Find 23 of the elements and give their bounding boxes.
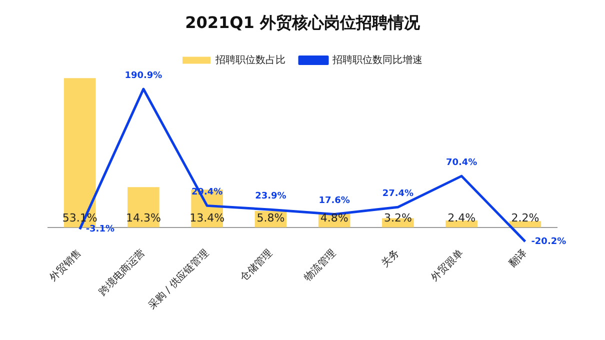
data-label: 3.2% — [384, 212, 412, 225]
x-tick-label: 仓储管理 — [238, 246, 275, 284]
x-tick-label: 翻译 — [506, 246, 530, 270]
data-label: 190.9% — [124, 70, 162, 81]
data-label: 4.8% — [320, 212, 348, 225]
data-label: 2.2% — [511, 212, 540, 225]
chart-title: 2021Q1 外贸核心岗位招聘情况 — [185, 12, 421, 32]
data-label: 70.4% — [446, 158, 478, 168]
bar — [509, 221, 542, 228]
data-label: -20.2% — [531, 236, 566, 247]
data-label: 17.6% — [318, 196, 350, 206]
legend-label: 招聘职位数同比增速 — [332, 54, 422, 66]
x-tick-label: 外贸销售 — [47, 246, 84, 284]
x-tick-label: 物流管理 — [302, 246, 338, 284]
data-label: 23.9% — [255, 192, 286, 202]
x-tick-label: 关务 — [379, 246, 402, 270]
x-tick-label: 跨境电商运营 — [96, 246, 148, 298]
data-label: 27.4% — [382, 188, 414, 199]
legend-label: 招聘职位数占比 — [214, 54, 286, 66]
data-label: 5.8% — [256, 212, 285, 225]
data-label: -3.1% — [86, 224, 115, 235]
x-tick-label: 采购 / 供应链管理 — [146, 246, 212, 312]
x-tick-label: 外贸跟单 — [428, 246, 466, 284]
